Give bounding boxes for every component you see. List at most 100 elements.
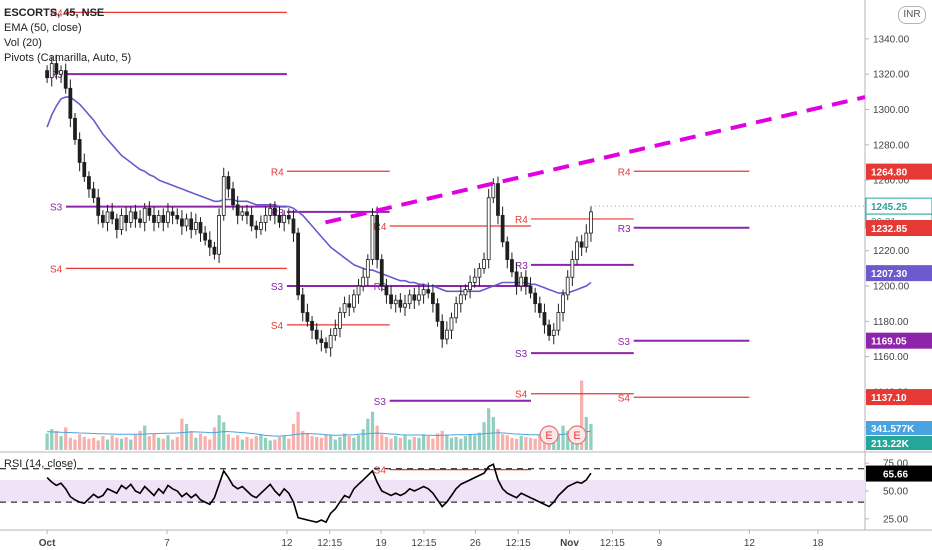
legend-volume[interactable]: Vol (20) — [4, 37, 42, 49]
candle-body — [482, 259, 486, 269]
candle-body — [235, 204, 240, 216]
volume-bar — [417, 437, 421, 450]
candle-body — [398, 299, 403, 308]
pivot-label-s3: S3 — [50, 203, 63, 214]
legend-ema[interactable]: EMA (50, close) — [4, 22, 82, 34]
price-tick-label: 1220.00 — [873, 246, 910, 257]
volume-bar — [287, 438, 291, 450]
currency-badge[interactable]: INR — [898, 6, 926, 24]
volume-bar — [324, 434, 328, 450]
volume-bar — [64, 427, 68, 450]
candle-body — [579, 241, 584, 248]
time-tick-label: 12 — [744, 538, 756, 549]
candle-body — [361, 276, 366, 287]
volume-bar — [249, 438, 254, 450]
volume-bar — [208, 439, 212, 450]
pivot-label-s3: S3 — [374, 397, 387, 408]
price-tag-label: 1137.10 — [871, 393, 907, 404]
candle-body — [133, 211, 138, 220]
volume-bar — [194, 437, 198, 450]
candle-body — [114, 218, 119, 230]
candle-body — [426, 289, 431, 294]
candle-body — [444, 329, 449, 340]
candle-body — [347, 303, 352, 308]
volume-bar — [440, 430, 444, 450]
candle-body — [458, 294, 463, 305]
volume-bar — [268, 440, 272, 450]
price-tag-box — [866, 265, 932, 282]
candle-body — [472, 276, 477, 283]
candle-body — [277, 215, 282, 223]
time-tick-label: 19 — [376, 538, 388, 549]
candle-body — [240, 211, 245, 216]
volume-bar — [54, 430, 59, 450]
candle-body — [180, 218, 184, 227]
pivot-label-s4: S4 — [618, 393, 631, 404]
pivot-label-r4: R4 — [618, 167, 631, 178]
pivot-label-r4: R4 — [271, 167, 284, 178]
price-tag: 1264.80 — [866, 163, 932, 180]
candle-body — [203, 232, 208, 241]
rsi-line — [46, 463, 592, 524]
candle-body — [523, 276, 528, 287]
time-tick-label: 18 — [812, 538, 824, 549]
volume-bar — [133, 434, 138, 450]
volume-bar — [115, 437, 119, 450]
candle-body — [59, 70, 63, 75]
candle-body — [142, 207, 147, 223]
volume-bar — [380, 434, 384, 450]
candle-body — [91, 188, 96, 199]
time-tick-label: Oct — [39, 538, 56, 549]
pivot-label-s4: S4 — [515, 390, 528, 401]
volume-bar — [170, 439, 175, 450]
rsi-tick-label: 75.00 — [883, 459, 908, 470]
volume-bar — [361, 429, 365, 450]
candle-body — [486, 197, 491, 260]
legend-rsi[interactable]: RSI (14, close) — [4, 458, 77, 470]
candle-body — [463, 289, 468, 296]
candle-body — [96, 197, 101, 216]
volume-bar — [552, 436, 556, 450]
volume-bar — [505, 435, 509, 450]
volume-bar — [333, 439, 337, 450]
price-tag-label: 1232.85 — [871, 224, 908, 235]
volume-bar — [68, 437, 72, 450]
candle-body — [324, 342, 328, 349]
candle-body — [491, 183, 496, 199]
candle-body — [226, 176, 231, 190]
candle-body — [305, 312, 310, 322]
volume-bar — [222, 422, 226, 450]
time-tick-label: Nov — [560, 538, 579, 549]
event-circle — [539, 425, 559, 445]
price-tick-label: 1180.00 — [873, 317, 909, 328]
pivot-label-s3: S3 — [618, 337, 631, 348]
pivot-label-r3: R3 — [618, 224, 631, 235]
price-tick-label: 1200.00 — [873, 282, 910, 293]
candle-body — [528, 285, 533, 294]
candle-body — [54, 63, 59, 75]
earnings-event-marker: E — [567, 425, 587, 445]
candle-body — [379, 259, 384, 287]
candle-body — [231, 188, 235, 206]
candle-body — [384, 285, 389, 296]
volume-bar — [566, 430, 570, 450]
volume-bar — [105, 439, 110, 450]
volume-bar — [403, 435, 407, 450]
legend-symbol[interactable]: ESCORTS, 45, NSE — [4, 7, 105, 19]
volume-bar — [347, 436, 351, 450]
candle-body — [389, 294, 393, 305]
pivot-label-r3: R3 — [374, 282, 387, 293]
candle-body — [63, 70, 68, 89]
candle-body — [365, 259, 370, 278]
legend-pivots[interactable]: Pivots (Camarilla, Auto, 5) — [4, 52, 132, 64]
candle-body — [124, 215, 129, 223]
volume-bar — [147, 436, 151, 450]
time-tick-label: 12:15 — [317, 538, 342, 549]
volume-bar — [426, 436, 430, 450]
candle-body — [296, 232, 300, 296]
volume-bar — [82, 436, 86, 450]
volume-bar — [198, 433, 203, 450]
volume-bar — [277, 436, 282, 450]
